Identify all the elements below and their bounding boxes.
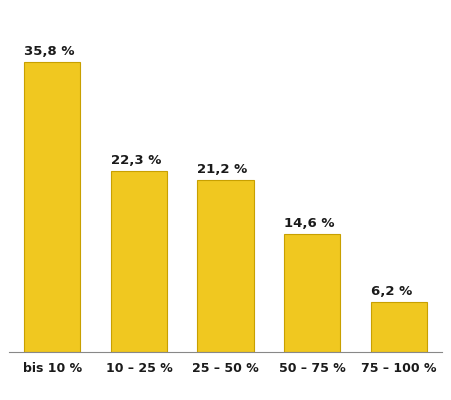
Text: 14,6 %: 14,6 % (284, 217, 335, 230)
Text: 35,8 %: 35,8 % (24, 45, 75, 58)
Bar (24, 62, 80, 352)
Text: 22,3 %: 22,3 % (111, 154, 161, 168)
Bar (284, 234, 340, 352)
Bar (371, 302, 427, 352)
Text: 21,2 %: 21,2 % (198, 163, 248, 176)
Text: 6,2 %: 6,2 % (371, 285, 412, 298)
Bar (111, 172, 167, 352)
Bar (198, 180, 253, 352)
